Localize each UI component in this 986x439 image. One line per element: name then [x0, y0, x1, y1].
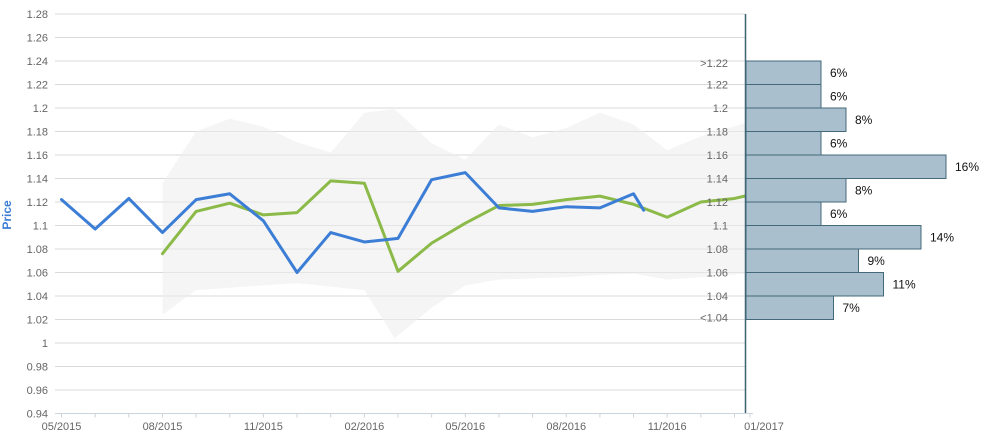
bar-percent-label: 6%: [830, 207, 848, 221]
y-tick-label: 1.04: [27, 291, 48, 303]
bar-percent-label: 9%: [868, 254, 886, 268]
histogram-bar[interactable]: [745, 248, 859, 273]
x-tick-label: 02/2016: [344, 421, 384, 433]
bucket-label: 1.06: [707, 268, 728, 280]
y-tick-label: 1.24: [27, 56, 48, 68]
histogram-bar[interactable]: [745, 201, 822, 226]
y-tick-label: 1.12: [27, 197, 48, 209]
y-tick-label: 1.14: [27, 174, 48, 186]
series-line-actual-price[interactable]: [60, 171, 646, 274]
histogram-bar[interactable]: [745, 84, 822, 109]
bucket-label: 1.12: [707, 197, 728, 209]
series-line-forecast-price[interactable]: [160, 179, 747, 273]
bucket-label: <1.04: [700, 313, 728, 325]
x-tick-label: 08/2015: [143, 421, 183, 433]
bar-percent-label: 8%: [855, 183, 873, 197]
bucket-label: 1.16: [707, 150, 728, 162]
histogram-bar[interactable]: [745, 107, 847, 132]
histogram-bar[interactable]: [745, 60, 822, 85]
bar-percent-label: 14%: [930, 230, 954, 244]
y-tick-label: 1.26: [27, 33, 48, 45]
bucket-label: 1.22: [707, 80, 728, 92]
x-tick-label: 05/2015: [42, 421, 82, 433]
histogram-bar[interactable]: [745, 131, 822, 156]
x-tick-label: 08/2016: [546, 421, 586, 433]
bar-percent-label: 11%: [893, 277, 916, 291]
bucket-label: >1.22: [700, 58, 728, 70]
y-tick-label: 1.28: [27, 9, 48, 21]
y-tick-label: 1.08: [27, 244, 48, 256]
y-tick-label: 1.02: [27, 315, 48, 327]
bar-percent-label: 7%: [843, 301, 861, 315]
histogram-bar[interactable]: [745, 295, 834, 320]
x-tick-label: 11/2015: [244, 421, 283, 433]
y-tick-label: 0.98: [27, 362, 48, 374]
x-tick-label: 11/2016: [648, 421, 687, 433]
bar-percent-label: 16%: [955, 160, 979, 174]
bucket-label: 1.08: [707, 244, 728, 256]
y-tick-label: 1.1: [33, 221, 48, 233]
histogram-bar[interactable]: [745, 154, 947, 179]
bar-percent-label: 6%: [830, 89, 848, 103]
bar-percent-label: 6%: [830, 66, 848, 80]
y-tick-label: 1.2: [33, 103, 48, 115]
bucket-label: 1.2: [713, 103, 728, 115]
histogram-bar[interactable]: [745, 225, 922, 250]
histogram-bar[interactable]: [745, 272, 884, 297]
y-tick-label: 0.94: [27, 409, 48, 421]
bucket-label: 1.14: [707, 174, 728, 186]
y-tick-label: 1.18: [27, 127, 48, 139]
y-tick-label: 1.06: [27, 268, 48, 280]
bucket-label: 1.04: [707, 291, 728, 303]
x-tick-label: 05/2016: [445, 421, 485, 433]
y-tick-label: 1: [42, 338, 48, 350]
y-tick-label: 0.96: [27, 385, 48, 397]
bucket-label: 1.1: [713, 221, 728, 233]
bar-percent-label: 6%: [830, 136, 848, 150]
histogram-bar[interactable]: [745, 178, 847, 203]
y-tick-label: 1.22: [27, 80, 48, 92]
bucket-label: 1.18: [707, 127, 728, 139]
price-axis-title: Price: [0, 200, 14, 230]
y-tick-label: 1.16: [27, 150, 48, 162]
forecast-date-label: 01/2017: [744, 421, 784, 433]
confidence-band: [162, 109, 745, 339]
bar-percent-label: 8%: [855, 113, 873, 127]
